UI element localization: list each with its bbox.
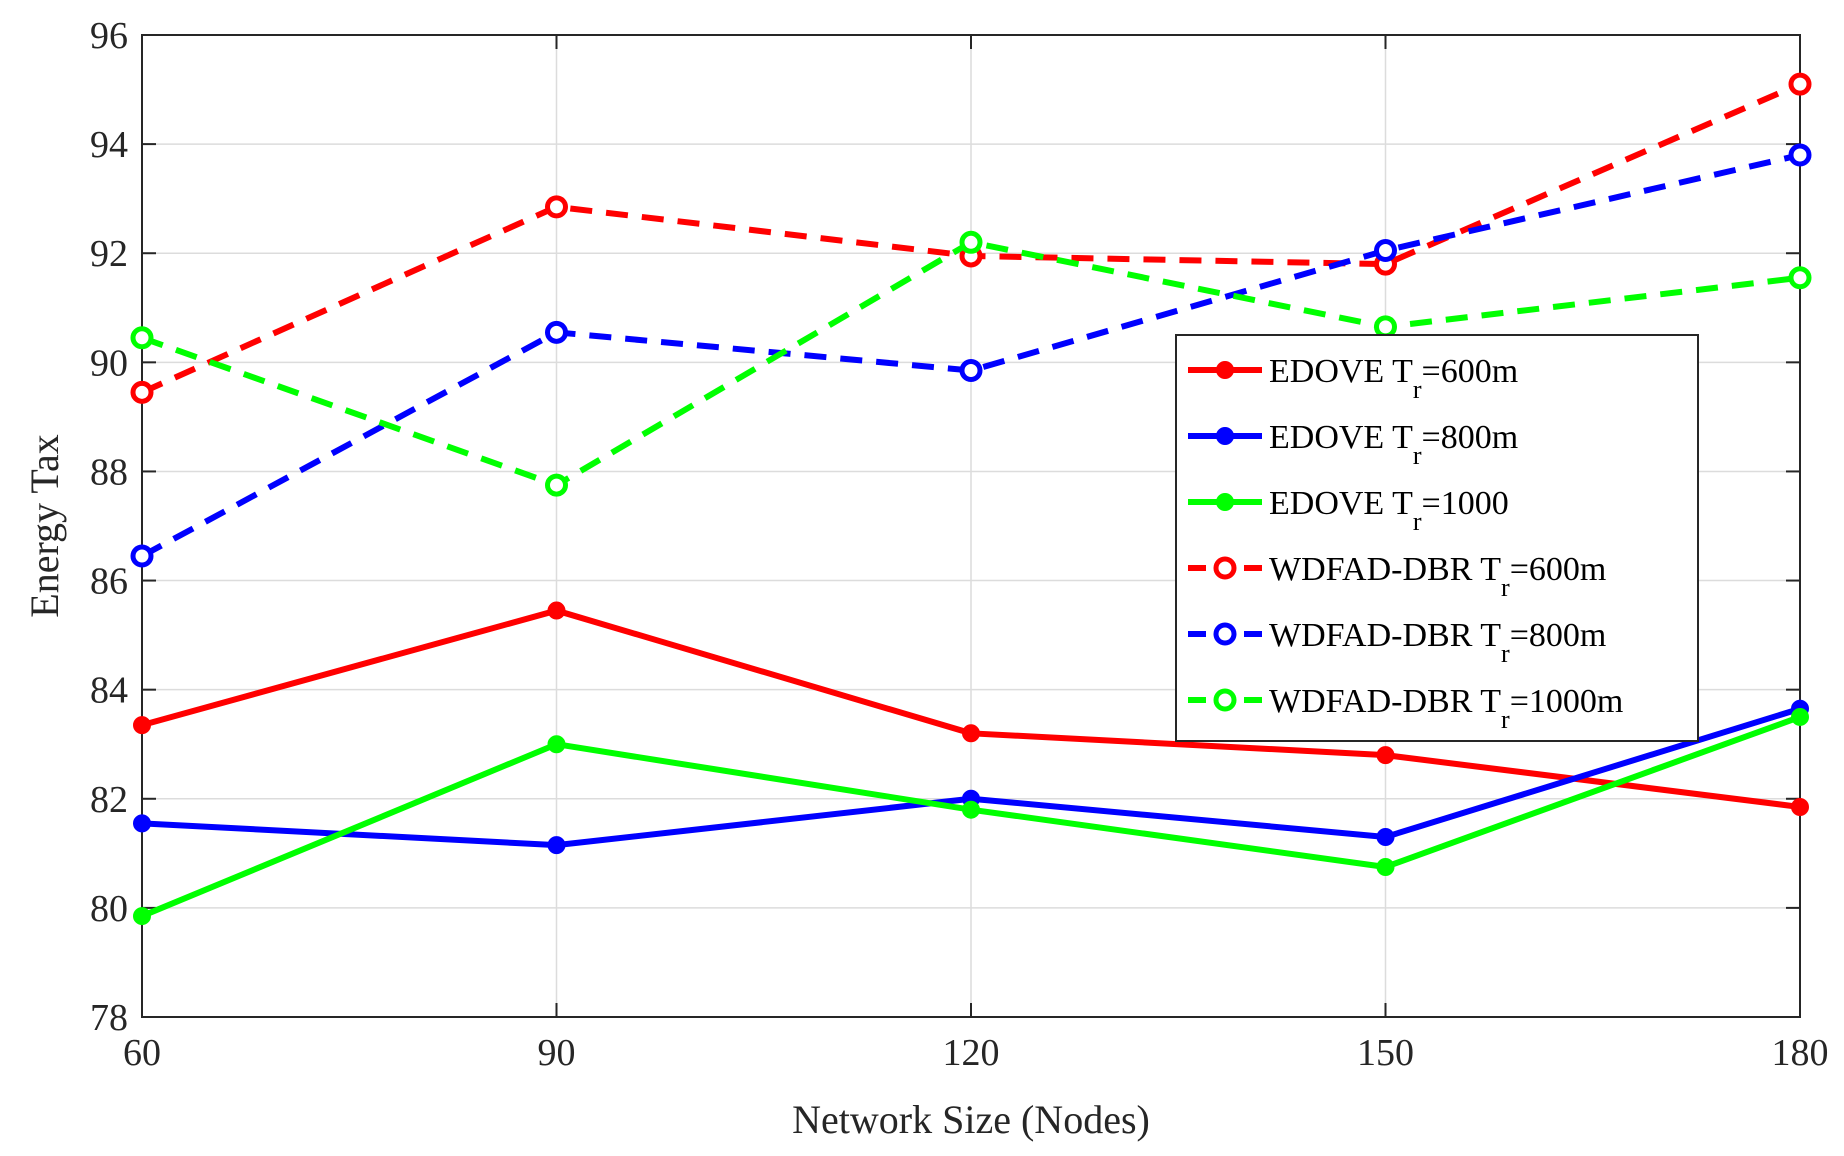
legend-label: WDFAD-DBR Tr=800m <box>1269 617 1606 668</box>
legend-label-name: WDFAD-DBR T <box>1269 617 1501 654</box>
data-point <box>133 716 151 735</box>
data-point <box>133 814 151 833</box>
legend-label-subscript: r <box>1413 375 1422 404</box>
legend-entry: WDFAD-DBR Tr=1000m <box>1188 683 1623 734</box>
legend-label-suffix: =600m <box>1422 353 1519 390</box>
legend-label-subscript: r <box>1501 705 1510 734</box>
legend-label: EDOVE Tr=600m <box>1269 353 1518 404</box>
legend-label: EDOVE Tr=1000 <box>1269 485 1509 536</box>
data-point <box>1376 857 1395 876</box>
legend-label-suffix: =800m <box>1422 419 1519 456</box>
axis-ticks <box>141 34 1801 1018</box>
x-tick-label: 60 <box>123 1032 161 1074</box>
data-point <box>959 359 983 383</box>
axis-tick-labels: 60 90 120 150 180 78 80 82 84 86 88 90 92 94 96 <box>90 15 1829 1074</box>
y-tick-label: 80 <box>90 888 128 930</box>
data-point <box>545 195 568 219</box>
data-point <box>959 230 983 254</box>
y-tick-label: 82 <box>90 779 128 821</box>
y-tick-label: 84 <box>90 670 128 712</box>
data-point <box>962 800 980 819</box>
y-tick-label: 94 <box>90 124 128 166</box>
data-point <box>1788 72 1812 96</box>
legend-label-name: EDOVE T <box>1269 419 1413 456</box>
legend-label-subscript: r <box>1413 441 1422 470</box>
y-tick-label: 88 <box>90 451 128 493</box>
legend-label: WDFAD-DBR Tr=600m <box>1269 551 1606 602</box>
data-point <box>1788 266 1812 290</box>
data-point <box>545 473 568 497</box>
legend-label-suffix: =800m <box>1510 617 1607 654</box>
data-point <box>1788 143 1812 167</box>
data-point <box>1374 315 1397 339</box>
y-tick-label: 96 <box>90 15 128 57</box>
legend-label-suffix: =1000m <box>1510 683 1624 720</box>
series-line <box>140 152 1801 559</box>
series-1 <box>133 601 1809 816</box>
x-axis-label: Network Size (Nodes) <box>792 1097 1150 1142</box>
legend-marker <box>1216 361 1234 379</box>
data-point <box>130 326 154 350</box>
legend-entry: WDFAD-DBR Tr=800m <box>1188 617 1606 668</box>
data-point <box>1376 746 1395 765</box>
y-tick-label: 78 <box>90 997 128 1039</box>
legend-label-subscript: r <box>1413 507 1422 536</box>
x-tick-label: 180 <box>1772 1032 1829 1074</box>
legend-marker <box>1216 427 1234 445</box>
legend-marker <box>1213 622 1237 646</box>
legend-label-name: EDOVE T <box>1269 485 1413 522</box>
legend-label: WDFAD-DBR Tr=1000m <box>1269 683 1623 734</box>
legend-label-suffix: =1000 <box>1422 485 1509 522</box>
y-tick-label: 86 <box>90 561 128 603</box>
data-point <box>1791 797 1809 816</box>
y-tick-label: 90 <box>90 342 128 384</box>
data-point <box>547 735 566 754</box>
legend-marker <box>1213 688 1237 712</box>
data-point <box>1791 707 1809 726</box>
data-point <box>130 544 154 568</box>
data-point <box>547 601 566 620</box>
legend-label-suffix: =600m <box>1510 551 1607 588</box>
legend-entry: EDOVE Tr=1000 <box>1188 485 1509 536</box>
legend-label-subscript: r <box>1501 573 1510 602</box>
legend-entry: WDFAD-DBR Tr=600m <box>1188 551 1606 602</box>
data-point <box>962 724 980 743</box>
series-6 <box>130 230 1812 497</box>
x-tick-label: 120 <box>943 1032 1000 1074</box>
y-tick-label: 92 <box>90 233 128 275</box>
series-3 <box>133 707 1809 926</box>
y-axis-label: Energy Tax <box>22 434 67 617</box>
data-point <box>1374 238 1397 262</box>
legend-label: EDOVE Tr=800m <box>1269 419 1518 470</box>
legend-entry: EDOVE Tr=800m <box>1188 419 1518 470</box>
x-tick-label: 150 <box>1357 1032 1414 1074</box>
legend-label-name: WDFAD-DBR T <box>1269 683 1501 720</box>
legend-entry: EDOVE Tr=600m <box>1188 353 1518 404</box>
legend-box <box>1175 334 1699 742</box>
x-tick-label: 90 <box>538 1032 576 1074</box>
legend-label-name: EDOVE T <box>1269 353 1413 390</box>
legend-label-name: WDFAD-DBR T <box>1269 551 1501 588</box>
legend-label-subscript: r <box>1501 639 1510 668</box>
series-5 <box>130 143 1812 568</box>
data-point <box>1376 827 1395 846</box>
legend-marker <box>1213 556 1237 580</box>
series-layer <box>130 72 1812 926</box>
data-point <box>547 836 566 855</box>
data-point <box>130 380 154 404</box>
legend-marker <box>1216 493 1234 511</box>
data-point <box>545 320 568 344</box>
data-point <box>133 907 151 926</box>
